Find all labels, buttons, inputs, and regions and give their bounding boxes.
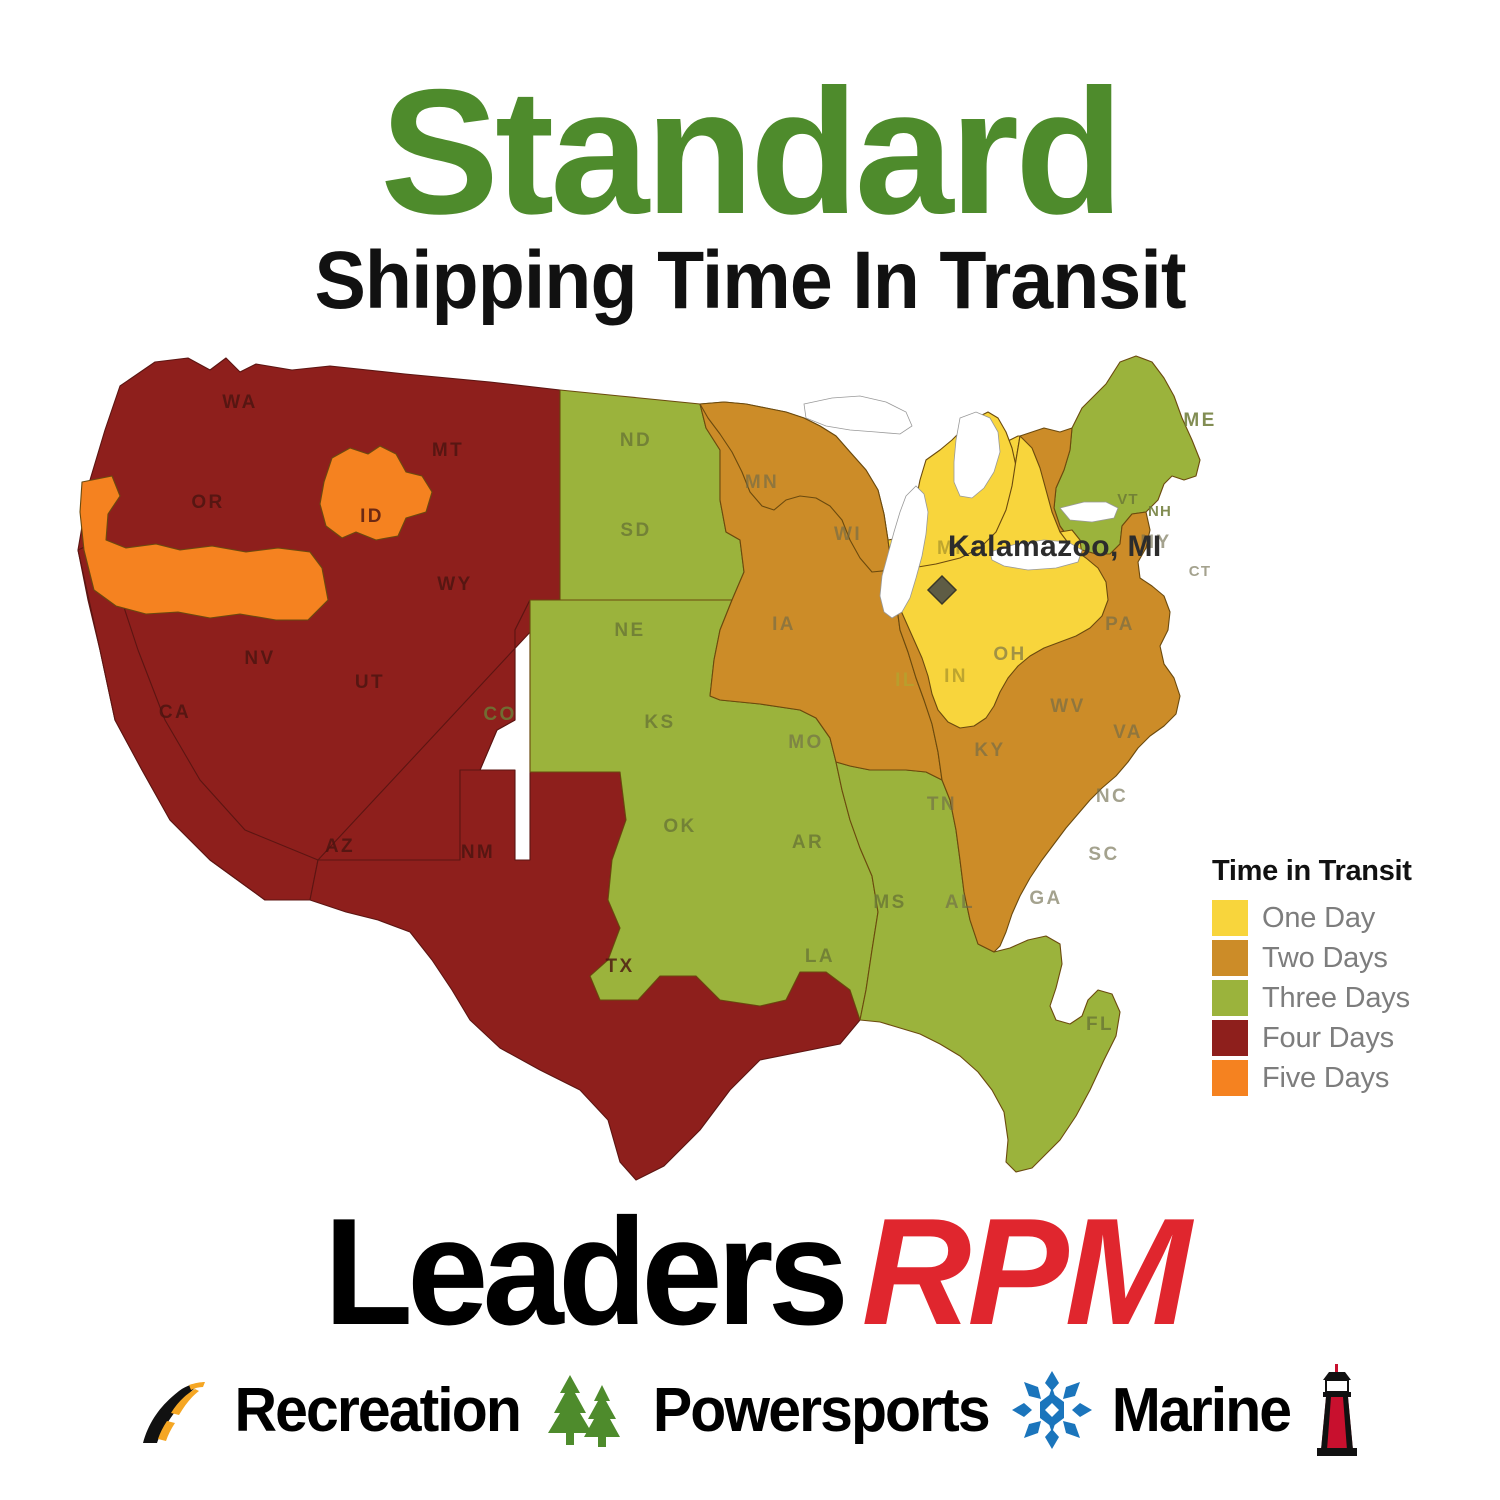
page-subtitle: Shipping Time In Transit — [314, 234, 1186, 326]
region-one-day-illinois-indiana[interactable] — [891, 435, 1109, 729]
pine-trees-icon — [540, 1371, 632, 1449]
us-transit-map[interactable]: WA MT OR ID WY NV UT CA AZ NM TX CO ND S… — [60, 300, 1290, 1200]
service-label-recreation: Recreation — [234, 1375, 522, 1445]
legend-item-one-day[interactable]: One Day — [1212, 900, 1472, 936]
lake-erie — [989, 539, 1083, 571]
origin-city-group[interactable]: Kalamazoo, MI — [926, 530, 1162, 606]
diamond-marker[interactable] — [926, 574, 958, 606]
service-label-powersports: Powersports — [652, 1375, 990, 1445]
legend-label-two-days: Two Days — [1262, 941, 1388, 974]
state-label-GA: GA — [1029, 888, 1062, 909]
state-label-ME: ME — [1183, 410, 1216, 431]
legend: Time in Transit One Day Two Days Three D… — [1212, 855, 1472, 1100]
legend-label-five-days: Five Days — [1262, 1061, 1390, 1094]
lake-ontario — [1059, 501, 1119, 523]
legend-swatch-three-days — [1212, 980, 1248, 1016]
brand-wordmark[interactable]: Leaders RPM — [0, 1185, 1500, 1360]
region-five-days-idaho[interactable] — [319, 445, 433, 541]
origin-city-label: Kalamazoo, MI — [948, 530, 1162, 563]
snowflake-icon — [1009, 1369, 1095, 1451]
brand-rpm-text: RPM — [861, 1187, 1192, 1357]
legend-item-five-days[interactable]: Five Days — [1212, 1060, 1472, 1096]
lake-huron — [953, 411, 1001, 499]
title-block: Standard Shipping Time In Transit — [0, 52, 1500, 326]
legend-swatch-two-days — [1212, 940, 1248, 976]
legend-item-three-days[interactable]: Three Days — [1212, 980, 1472, 1016]
lake-superior — [803, 395, 913, 435]
brand-block: Leaders RPM Recreation — [0, 1185, 1500, 1456]
state-label-CT: CT — [1189, 563, 1211, 580]
legend-item-two-days[interactable]: Two Days — [1212, 940, 1472, 976]
road-icon — [133, 1375, 215, 1445]
region-two-days-mn-wi[interactable] — [699, 401, 893, 573]
brand-leaders-text: Leaders — [323, 1187, 848, 1357]
legend-label-one-day: One Day — [1262, 901, 1376, 934]
legend-label-four-days: Four Days — [1262, 1021, 1394, 1054]
legend-label-three-days: Three Days — [1262, 981, 1410, 1014]
legend-item-four-days[interactable]: Four Days — [1212, 1020, 1472, 1056]
legend-swatch-five-days — [1212, 1060, 1248, 1096]
brand-services-row: Recreation Powersports — [0, 1364, 1500, 1456]
legend-title: Time in Transit — [1212, 855, 1412, 887]
page-title: Standard — [380, 52, 1123, 251]
lake-michigan — [879, 485, 929, 619]
lighthouse-icon — [1307, 1364, 1367, 1456]
legend-swatch-one-day — [1212, 900, 1248, 936]
region-five-days-oregon[interactable] — [79, 475, 329, 621]
legend-swatch-four-days — [1212, 1020, 1248, 1056]
state-label-SC: SC — [1088, 844, 1119, 865]
service-label-marine: Marine — [1111, 1375, 1292, 1445]
